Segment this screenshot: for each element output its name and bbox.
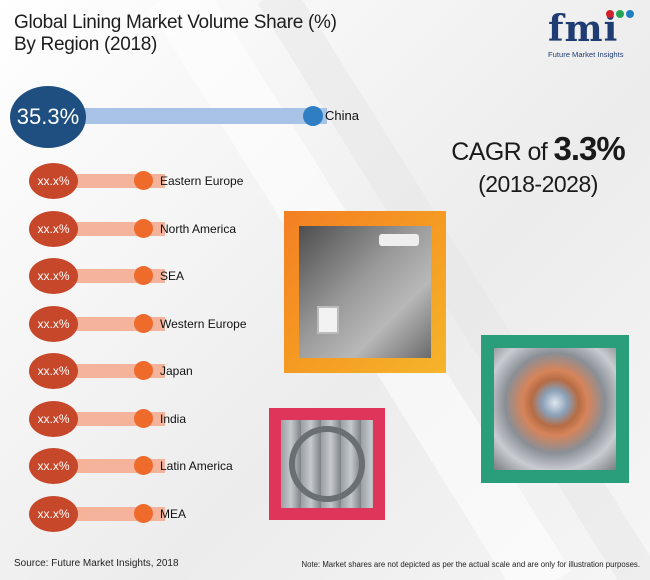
vessel-lining-image (281, 420, 373, 508)
chart-row-eastern-europe: xx.x% Eastern Europe (29, 163, 349, 199)
chart-dot (134, 456, 153, 475)
category-label: China (325, 108, 359, 123)
tank-light (379, 234, 419, 246)
category-label: SEA (160, 269, 185, 283)
value-label: xx.x% (29, 258, 78, 294)
chart-row-china: 35.3% China (10, 86, 370, 148)
value-label: xx.x% (29, 400, 78, 437)
pipe-lining-photo (481, 335, 629, 483)
value-label: 35.3% (10, 86, 86, 148)
chart-row-north-america: xx.x% North America (29, 210, 349, 247)
chart-row-mea: xx.x% MEA (29, 495, 349, 532)
cagr-prefix: CAGR of (451, 138, 554, 166)
chart-title: Global Lining Market Volume Share (%) By… (14, 12, 337, 56)
chart-row-sea: xx.x% SEA (29, 258, 349, 294)
chart-dot (134, 361, 153, 380)
chart-dot (134, 171, 153, 190)
source-text: Source: Future Market Insights, 2018 (14, 558, 179, 569)
logo-tagline: Future Market Insights (548, 50, 624, 59)
tank-window (317, 306, 339, 334)
category-label: Japan (160, 364, 193, 378)
chart-dot (134, 313, 153, 333)
value-label: xx.x% (29, 353, 78, 389)
chart-row-latin-america: xx.x% Latin America (29, 448, 349, 484)
fmi-logo: fmi Future Market Insights (548, 8, 638, 68)
chart-dot (303, 106, 323, 126)
logo-dot-blue (626, 10, 634, 18)
tank-interior-image (299, 226, 431, 358)
logo-mark: fmi (548, 8, 619, 50)
chart-row-japan: xx.x% Japan (29, 353, 349, 389)
cagr-line: CAGR of 3.3% (443, 130, 633, 168)
cagr-callout: CAGR of 3.3% (2018-2028) (443, 130, 633, 198)
pipe-lining-image (494, 348, 616, 470)
value-label: xx.x% (29, 305, 78, 342)
value-label: xx.x% (29, 163, 78, 199)
tank-interior-photo (284, 211, 446, 373)
cagr-period: (2018-2028) (478, 171, 598, 197)
chart-dot (134, 408, 153, 428)
title-line-1: Global Lining Market Volume Share (%) (14, 12, 337, 33)
chart-dot (134, 503, 153, 523)
category-label: Eastern Europe (160, 174, 244, 188)
vessel-ring (289, 426, 365, 502)
category-label: North America (160, 221, 237, 236)
category-label: Latin America (160, 459, 233, 473)
chart-row-india: xx.x% India (29, 400, 349, 437)
chart-dot (134, 266, 153, 285)
cagr-value: 3.3% (553, 130, 625, 167)
value-label: xx.x% (29, 210, 78, 247)
category-label: India (160, 411, 187, 426)
note-text: Note: Market shares are not depicted as … (301, 560, 640, 569)
chart-row-western-europe: xx.x% Western Europe (29, 305, 349, 342)
logo-dot-red (606, 10, 614, 18)
value-label: xx.x% (29, 448, 78, 484)
vessel-lining-photo (269, 408, 385, 520)
category-label: MEA (160, 506, 187, 521)
value-label: xx.x% (29, 495, 78, 532)
category-label: Western Europe (160, 316, 247, 331)
logo-dot-green (616, 10, 624, 18)
chart-dot (134, 218, 153, 238)
chart-bar (62, 108, 327, 124)
title-line-2: By Region (2018) (14, 34, 158, 55)
